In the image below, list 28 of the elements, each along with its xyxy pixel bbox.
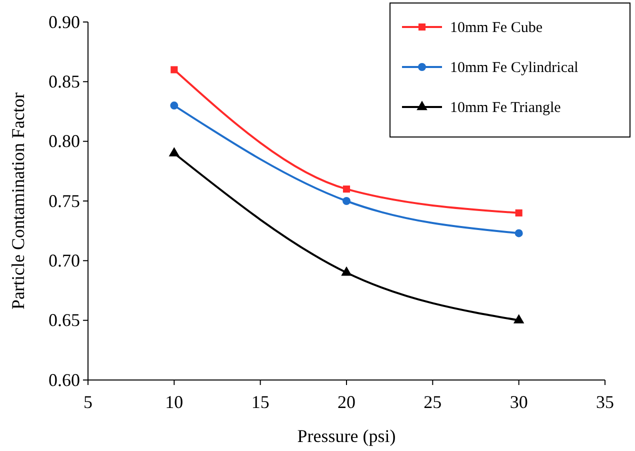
y-tick-label: 0.65: [48, 310, 80, 330]
point: [514, 229, 523, 238]
x-tick-label: 15: [251, 392, 270, 412]
x-tick-label: 30: [510, 392, 528, 412]
point: [342, 186, 350, 193]
y-tick-label: 0.90: [48, 12, 80, 32]
point: [170, 66, 178, 74]
y-tick-label: 0.70: [48, 250, 80, 270]
x-tick-label: 35: [596, 392, 614, 412]
y-tick-label: 0.80: [48, 131, 80, 152]
point: [513, 314, 524, 324]
point: [342, 197, 350, 205]
legend-label: 10mm Fe Cube: [450, 20, 543, 36]
x-tick-label: 25: [424, 392, 442, 412]
x-tick-label: 20: [338, 392, 356, 412]
x-axis-title: Pressure (psi): [297, 426, 396, 446]
point: [515, 209, 522, 216]
y-tick-label: 0.60: [48, 370, 80, 390]
x-tick-label: 10: [165, 392, 184, 412]
point: [341, 266, 352, 276]
y-axis-title: Particle Contamination Factor: [8, 92, 28, 310]
point: [170, 102, 178, 110]
legend-label: 10mm Fe Cylindrical: [450, 60, 578, 76]
x-tick-label: 5: [84, 392, 92, 412]
y-tick-label: 0.85: [48, 71, 80, 92]
legend-label: 10mm Fe Triangle: [450, 100, 562, 116]
point: [168, 147, 180, 156]
y-tick-label: 0.75: [48, 190, 80, 211]
